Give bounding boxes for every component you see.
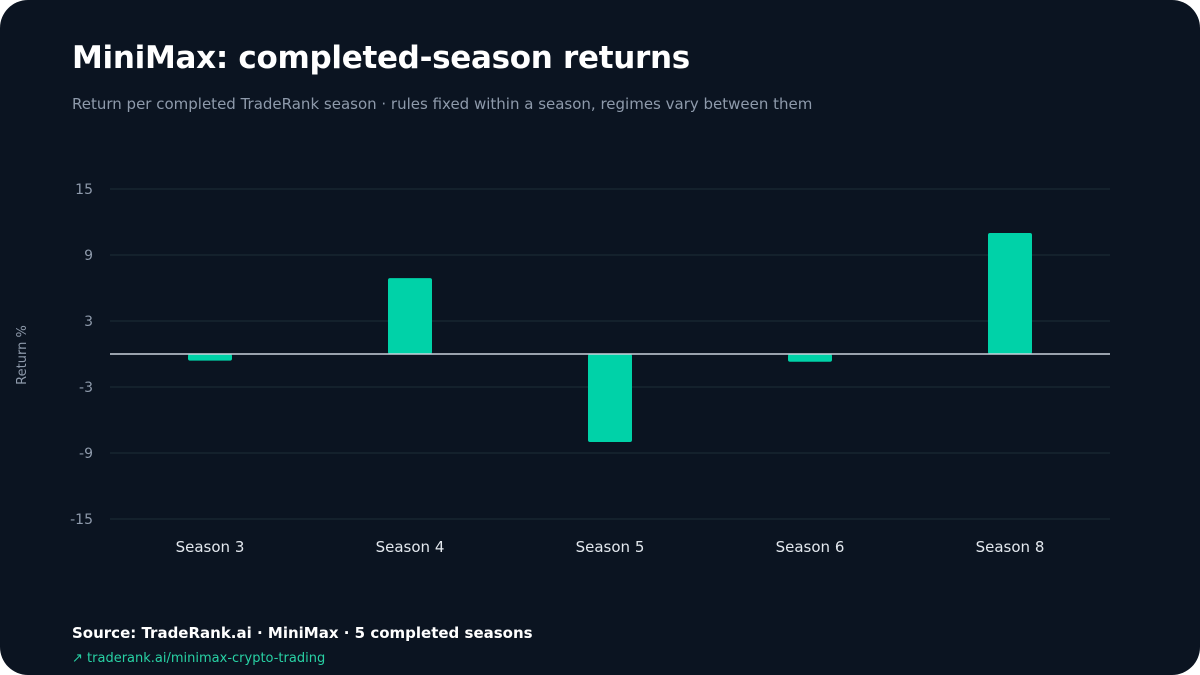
external-link-icon: ↗ — [72, 651, 83, 666]
x-tick-label: Season 3 — [176, 538, 245, 556]
y-tick-label: 9 — [84, 248, 93, 264]
y-tick-label: 3 — [84, 314, 93, 330]
chart-title: MiniMax: completed-season returns — [72, 40, 690, 76]
gridlines — [110, 188, 1110, 520]
source-note: Source: TradeRank.ai · MiniMax · 5 compl… — [72, 624, 533, 642]
source-link-text: traderank.ai/minimax-crypto-trading — [87, 651, 326, 666]
y-tick-label: -9 — [79, 446, 93, 462]
bars — [188, 233, 1032, 442]
bar-season-6 — [788, 354, 832, 362]
x-tick-label: Season 5 — [576, 538, 645, 556]
bar-season-4 — [388, 278, 432, 354]
y-tick-label: 15 — [75, 182, 93, 198]
x-tick-label: Season 4 — [376, 538, 445, 556]
y-axis-label: Return % — [15, 325, 30, 385]
bar-season-8 — [988, 233, 1032, 354]
bar-season-5 — [588, 354, 632, 442]
y-tick-label: -3 — [79, 380, 93, 396]
x-tick-label: Season 8 — [976, 538, 1045, 556]
source-link[interactable]: ↗ traderank.ai/minimax-crypto-trading — [72, 651, 325, 666]
y-axis-ticks: 15 9 3 -3 -9 -15 — [70, 182, 93, 528]
x-axis-categories: Season 3 Season 4 Season 5 Season 6 Season 8 — [176, 538, 1045, 556]
bar-season-3 — [188, 354, 232, 361]
x-tick-label: Season 6 — [776, 538, 845, 556]
y-tick-label: -15 — [70, 512, 93, 528]
chart-subtitle: Return per completed TradeRank season · … — [72, 95, 813, 113]
